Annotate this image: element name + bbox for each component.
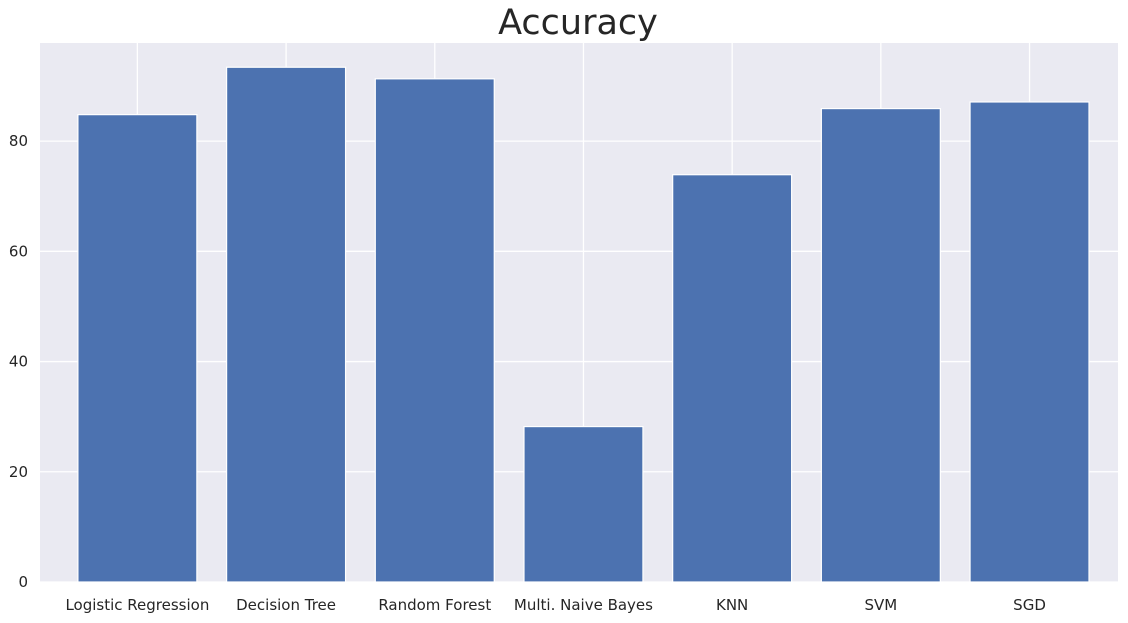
bar-logistic-regression — [77, 114, 198, 583]
x-tick-label: SVM — [864, 596, 897, 614]
bars — [77, 66, 1090, 583]
bar-multi-naive-bayes — [523, 425, 644, 583]
bar-knn — [672, 174, 793, 583]
chart-title: Accuracy — [498, 3, 658, 43]
y-tick-label: 60 — [9, 242, 28, 260]
y-tick-label: 40 — [9, 353, 28, 371]
x-tick-label: Multi. Naive Bayes — [514, 596, 653, 614]
bar-random-forest — [374, 78, 495, 583]
x-tick-label: SGD — [1013, 596, 1046, 614]
x-tick-label: Decision Tree — [236, 596, 336, 614]
bar-decision-tree — [226, 66, 347, 583]
y-tick-label: 0 — [18, 573, 28, 591]
x-tick-label: Logistic Regression — [65, 596, 209, 614]
x-tick-label: Random Forest — [378, 596, 491, 614]
bar-sgd — [969, 101, 1090, 583]
bar-svm — [820, 107, 941, 583]
x-tick-label: KNN — [716, 596, 748, 614]
x-axis-ticks: Logistic Regression Decision Tree Random F… — [65, 596, 1045, 614]
y-tick-label: 20 — [9, 463, 28, 481]
y-tick-label: 80 — [9, 132, 28, 150]
y-axis-ticks: 0 20 40 60 80 — [9, 132, 28, 591]
